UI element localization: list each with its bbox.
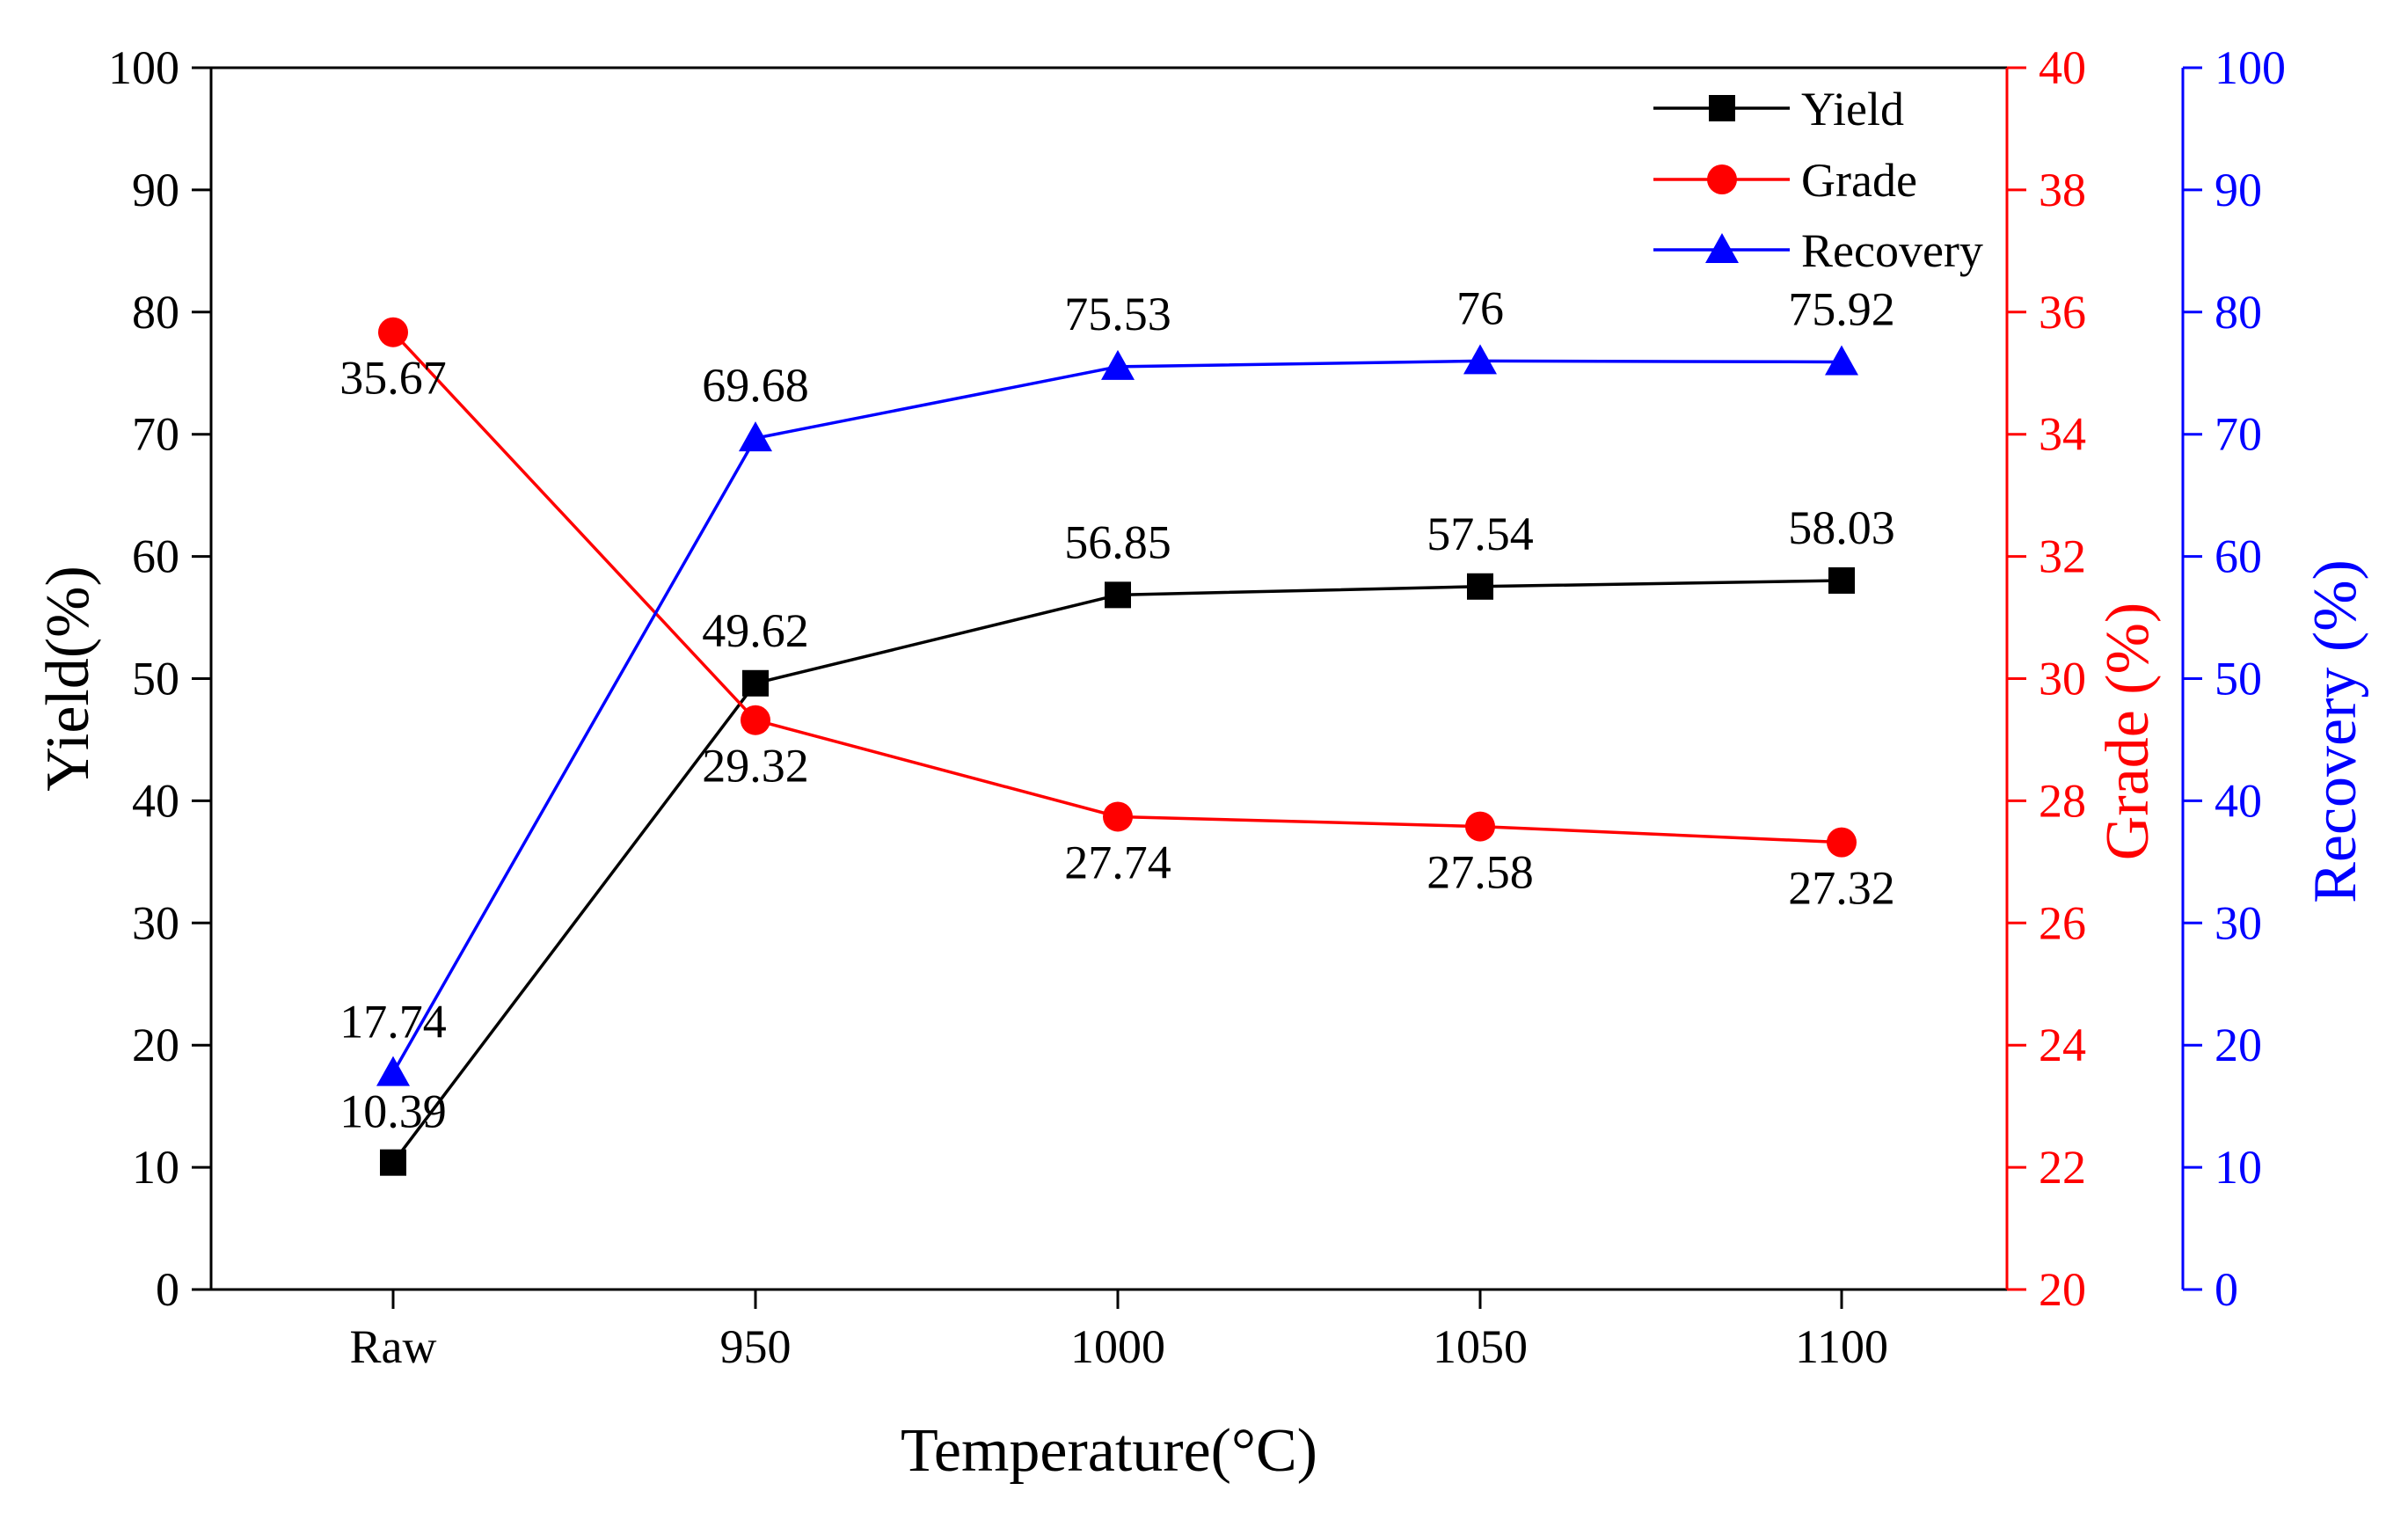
- legend-label: Grade: [1801, 154, 1917, 207]
- recovery-tick-label: 100: [2215, 41, 2286, 94]
- grade-tick-label: 24: [2039, 1019, 2086, 1071]
- left-tick-label: 80: [132, 286, 179, 339]
- grade-tick-label: 28: [2039, 774, 2086, 827]
- grade-data-label: 27.58: [1427, 846, 1534, 899]
- left-tick-label: 10: [132, 1141, 179, 1194]
- recovery-series-line: [391, 359, 1842, 1074]
- yield-data-label: 58.03: [1788, 501, 1895, 554]
- x-tick-label: 1050: [1433, 1320, 1528, 1373]
- legend-label: Recovery: [1801, 224, 1983, 277]
- recovery-tick-label: 80: [2215, 286, 2262, 339]
- recovery-tick-label: 10: [2215, 1141, 2262, 1194]
- recovery-axis-title: Recovery (%): [2302, 559, 2369, 903]
- grade-point: [1103, 801, 1133, 832]
- x-tick-label: 950: [720, 1320, 792, 1373]
- recovery-tick-label: 50: [2215, 653, 2262, 705]
- legend-marker: [1709, 95, 1735, 121]
- yield-point: [1828, 566, 1855, 594]
- grade-tick-label: 30: [2039, 653, 2086, 705]
- yield-data-label: 56.85: [1064, 515, 1171, 568]
- yield-data-label: 57.54: [1427, 508, 1534, 560]
- yield-point: [1467, 573, 1493, 600]
- grade-data-label: 27.32: [1788, 862, 1895, 915]
- recovery-tick-label: 60: [2215, 530, 2262, 583]
- yield-point: [1105, 581, 1131, 609]
- left-tick-label: 50: [132, 653, 179, 705]
- recovery-tick-label: 70: [2215, 408, 2262, 461]
- left-axis-title: Yield(%): [34, 566, 102, 792]
- recovery-tick-label: 20: [2215, 1019, 2262, 1071]
- yield-point: [742, 669, 769, 697]
- left-tick-label: 60: [132, 530, 179, 583]
- left-tick-label: 90: [132, 164, 179, 216]
- x-axis-title: Temperature(°C): [901, 1417, 1317, 1485]
- left-tick-label: 0: [156, 1263, 179, 1316]
- recovery-point: [739, 421, 772, 452]
- grade-point: [1465, 811, 1495, 842]
- recovery-point: [376, 1056, 410, 1086]
- grade-point: [1827, 827, 1857, 858]
- recovery-point: [1101, 349, 1135, 380]
- left-tick-label: 40: [132, 774, 179, 827]
- legend-label: Yield: [1801, 83, 1904, 135]
- grade-data-label: 27.74: [1064, 836, 1171, 888]
- yield-data-label: 49.62: [702, 604, 809, 657]
- x-tick-label: Raw: [350, 1320, 437, 1373]
- recovery-tick-label: 40: [2215, 774, 2262, 827]
- recovery-point: [1463, 344, 1497, 375]
- left-tick-label: 100: [108, 41, 179, 94]
- x-tick-label: 1000: [1070, 1320, 1165, 1373]
- recovery-tick-label: 0: [2215, 1263, 2238, 1316]
- legend: Yield Grade Recovery: [1653, 83, 1983, 277]
- left-tick-label: 20: [132, 1019, 179, 1071]
- yield-point: [380, 1149, 406, 1176]
- recovery-tick-label: 30: [2215, 896, 2262, 949]
- grade-tick-label: 26: [2039, 896, 2086, 949]
- recovery-data-label: 17.74: [339, 996, 447, 1048]
- left-tick-label: 30: [132, 896, 179, 949]
- left-tick-label: 70: [132, 408, 179, 461]
- grade-tick-label: 32: [2039, 530, 2086, 583]
- grade-tick-label: 22: [2039, 1141, 2086, 1194]
- recovery-tick-label: 90: [2215, 164, 2262, 216]
- grade-data-label: 29.32: [702, 740, 809, 793]
- legend-marker: [1705, 233, 1739, 263]
- grade-data-label: 35.67: [339, 352, 447, 405]
- recovery-data-label: 75.53: [1064, 288, 1171, 340]
- grade-point: [741, 705, 770, 735]
- x-tick-label: 1100: [1795, 1320, 1888, 1373]
- recovery-data-label: 75.92: [1788, 282, 1895, 335]
- recovery-data-label: 76: [1456, 281, 1504, 334]
- grade-axis-title: Grade (%): [2094, 603, 2162, 860]
- recovery-data-label: 69.68: [702, 359, 809, 412]
- grade-tick-label: 38: [2039, 164, 2086, 216]
- recovery-point: [1825, 345, 1858, 376]
- grade-tick-label: 34: [2039, 408, 2086, 461]
- yield-data-label: 10.39: [339, 1085, 447, 1138]
- legend-marker: [1707, 164, 1737, 194]
- grade-tick-label: 20: [2039, 1263, 2086, 1316]
- grade-point: [378, 317, 408, 347]
- grade-tick-label: 36: [2039, 286, 2086, 339]
- grade-tick-label: 40: [2039, 41, 2086, 94]
